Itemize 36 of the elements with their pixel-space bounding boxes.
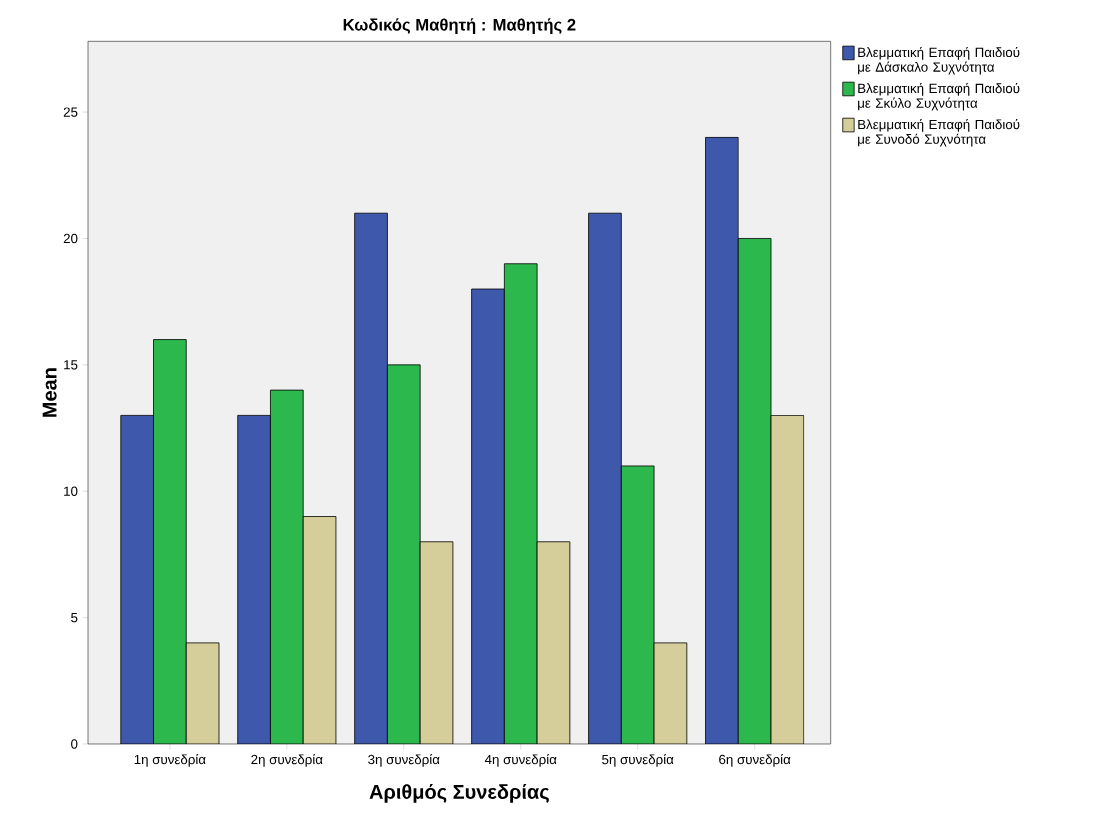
x-axis-title: Αριθμός Συνεδρίας [369, 784, 549, 803]
chart-title: Κωδικός Μαθητή : Μαθητής 2 [343, 18, 576, 34]
bar [471, 289, 505, 744]
bar [237, 415, 271, 744]
bar [770, 415, 805, 744]
bar [186, 642, 219, 744]
bar [420, 541, 453, 744]
bar [153, 339, 187, 744]
x-tick-label: 2η συνεδρία [251, 754, 323, 767]
legend-label: Βλεμματική Επαφή Παιδιού με Σκύλο Συχνότητα [858, 82, 1020, 111]
bar [387, 364, 421, 744]
y-tick-label: 25 [63, 107, 78, 117]
bar [537, 541, 570, 744]
bar [737, 238, 772, 744]
bar [705, 136, 739, 744]
y-axis-title: Mean [42, 368, 57, 417]
x-tick-label: 3η συνεδρία [368, 754, 440, 767]
x-tick-label: 4η συνεδρία [484, 754, 557, 767]
y-tick-label: 20 [63, 233, 78, 244]
x-tick-label: 5η συνεδρία [602, 754, 674, 767]
bar [621, 465, 655, 744]
legend-label: Βλεμματική Επαφή Παιδιού με Δάσκαλο Συχνότητα [858, 46, 1020, 75]
bar [588, 213, 622, 744]
bar [120, 415, 154, 744]
y-tick-label: 0 [71, 739, 78, 749]
x-tick-label: 1η συνεδρία [134, 754, 206, 767]
x-tick-label: 6η συνεδρία [719, 754, 791, 767]
bar [504, 263, 538, 744]
bar [654, 642, 687, 744]
y-tick-label: 5 [71, 612, 78, 623]
bar [270, 390, 304, 744]
y-tick-label: 10 [64, 486, 78, 496]
bar [303, 516, 336, 744]
y-tick-label: 15 [64, 360, 78, 370]
bar [354, 213, 388, 744]
legend-label: Βλεμματική Επαφή Παιδιού με Συνοδό Συχνότητα [858, 119, 1020, 147]
